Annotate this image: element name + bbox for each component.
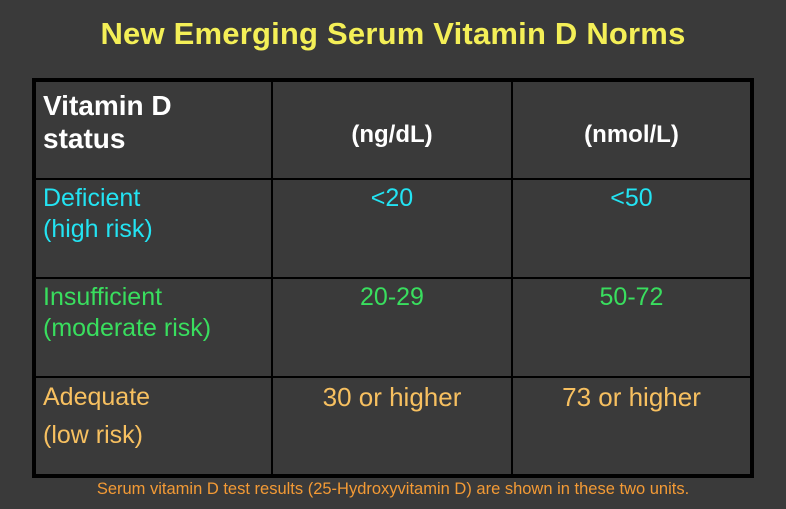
header-status-label: Vitamin D status [43, 90, 172, 154]
nmol-cell-deficient: <50 [511, 178, 753, 279]
nmol-cell-adequate: 73 or higher [511, 376, 753, 477]
slide-title: New Emerging Serum Vitamin D Norms [100, 16, 686, 51]
header-cell-status: Vitamin D status [33, 79, 273, 180]
ng-cell-insufficient: 20-29 [271, 277, 513, 378]
header-unit-nmol-label: (nmol/L) [584, 121, 679, 148]
adequate-status-label: Adequate (low risk) [43, 383, 151, 449]
deficient-status-label: Deficient (high risk) [43, 184, 153, 243]
vitamin-d-norms-table: Vitamin D status (ng/dL) (nmol/L) Defici… [32, 78, 754, 478]
header-cell-ng: (ng/dL) [271, 79, 513, 180]
adequate-ng-value: 30 or higher [322, 382, 462, 412]
deficient-nmol-value: <50 [610, 184, 653, 212]
table-row-adequate: Adequate (low risk) 30 or higher 73 or h… [33, 376, 753, 477]
table-row-insufficient: Insufficient (moderate risk) 20-29 50-72 [33, 277, 753, 378]
adequate-nmol-value: 73 or higher [562, 382, 701, 412]
insufficient-nmol-value: 50-72 [599, 283, 664, 311]
ng-cell-adequate: 30 or higher [271, 376, 513, 477]
table-header-row: Vitamin D status (ng/dL) (nmol/L) [33, 79, 753, 180]
insufficient-ng-value: 20-29 [360, 283, 424, 311]
header-unit-ng-label: (ng/dL) [351, 121, 433, 148]
nmol-cell-insufficient: 50-72 [511, 277, 753, 378]
status-cell-insufficient: Insufficient (moderate risk) [33, 277, 273, 378]
header-cell-nmol: (nmol/L) [511, 79, 753, 180]
status-cell-adequate: Adequate (low risk) [33, 376, 273, 477]
footnote: Serum vitamin D test results (25-Hydroxy… [96, 480, 690, 498]
deficient-ng-value: <20 [370, 184, 414, 212]
ng-cell-deficient: <20 [271, 178, 513, 279]
insufficient-status-label: Insufficient (moderate risk) [43, 283, 212, 342]
table-row-deficient: Deficient (high risk) <20 <50 [33, 178, 753, 279]
status-cell-deficient: Deficient (high risk) [33, 178, 273, 279]
